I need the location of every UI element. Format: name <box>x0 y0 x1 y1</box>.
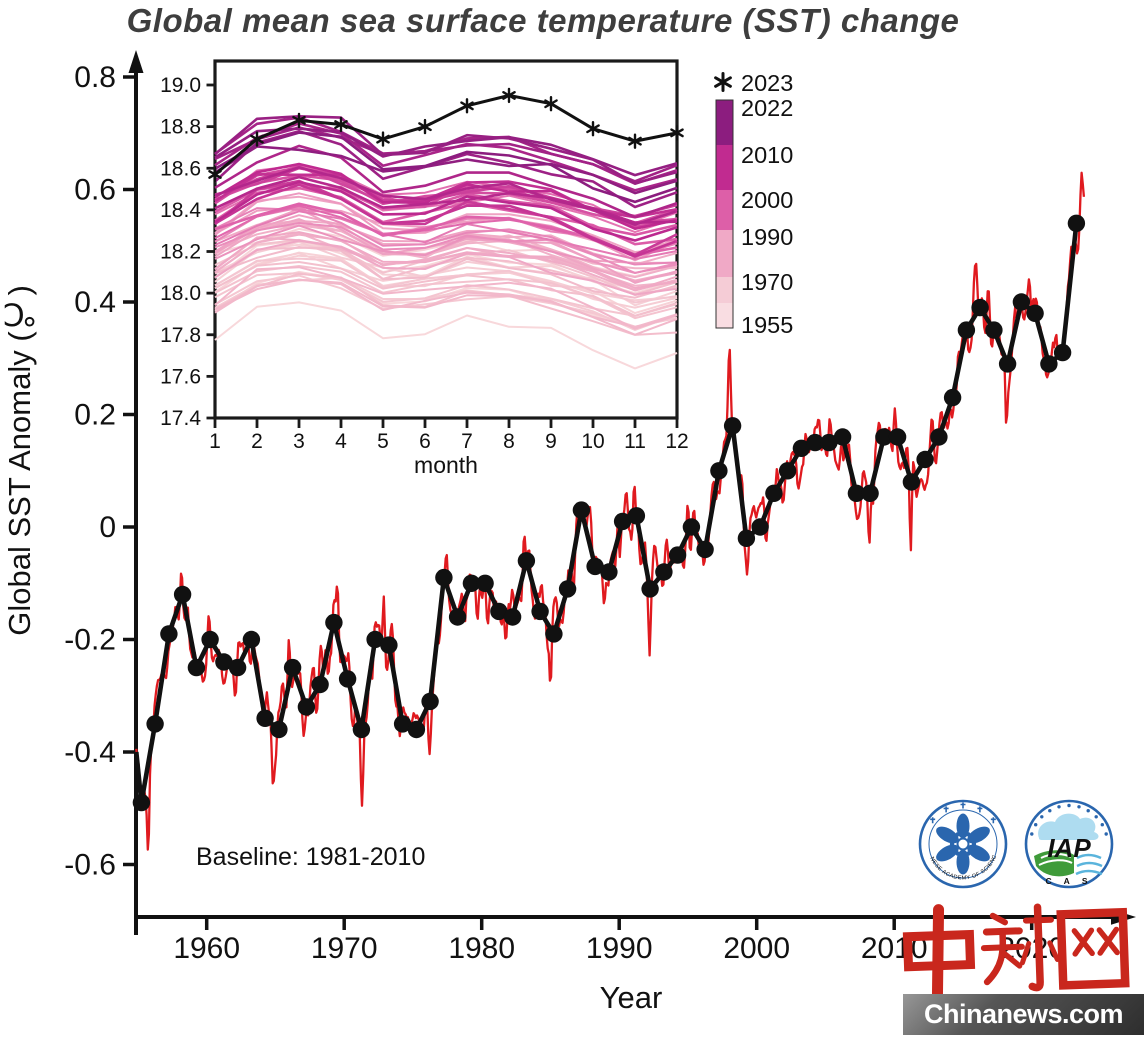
inset-x-axis-label: month <box>414 452 478 478</box>
svg-text:3: 3 <box>293 430 305 453</box>
figure-title: Global mean sea surface temperature (SST… <box>126 2 960 39</box>
svg-text:18.6: 18.6 <box>160 157 201 180</box>
x-axis-label: Year <box>599 980 663 1015</box>
svg-text:1990: 1990 <box>586 932 653 965</box>
svg-text:0.2: 0.2 <box>74 399 116 432</box>
chinanews-banner: Chinanews.com <box>903 994 1144 1035</box>
iap-logo-text: IAP <box>1047 833 1091 863</box>
svg-text:17.8: 17.8 <box>160 324 201 347</box>
cas-top-characters <box>930 802 996 824</box>
svg-text:0.8: 0.8 <box>74 61 116 94</box>
inset-chart: 17.417.617.818.018.218.418.618.819.01 2 3 4… <box>160 59 689 453</box>
cas-logo: CHINESE ACADEMY OF SCIENCES <box>918 799 1008 889</box>
svg-text:1970: 1970 <box>311 932 378 965</box>
svg-text:2000: 2000 <box>741 187 793 213</box>
svg-text:18.4: 18.4 <box>160 199 201 222</box>
svg-text:1: 1 <box>209 430 221 453</box>
iap-top-characters <box>1030 803 1108 836</box>
svg-text:1960: 1960 <box>173 932 240 965</box>
main-chart: 0.8 0.6 0.4 0.2 0 -0.2 -0.4 -0.6 1960 1970 1980 199… <box>64 50 1136 965</box>
svg-text:1980: 1980 <box>448 932 515 965</box>
svg-text:18.0: 18.0 <box>160 282 201 305</box>
svg-text:-0.4: -0.4 <box>64 736 116 769</box>
svg-text:17.6: 17.6 <box>160 365 201 388</box>
svg-text:4: 4 <box>335 430 347 453</box>
svg-text:2023: 2023 <box>741 70 793 96</box>
iap-waves-icon <box>1075 853 1103 876</box>
iap-fields-stripes <box>1038 853 1073 866</box>
svg-text:2010: 2010 <box>741 142 793 168</box>
chinanews-banner-text: Chinanews.com <box>923 999 1124 1029</box>
svg-text:8: 8 <box>503 430 515 453</box>
svg-text:2000: 2000 <box>723 932 790 965</box>
svg-text:17.4: 17.4 <box>160 407 201 430</box>
svg-text:1970: 1970 <box>741 269 793 295</box>
svg-text:9: 9 <box>545 430 557 453</box>
svg-text:-0.6: -0.6 <box>64 849 116 882</box>
cas-logo-inner-ring <box>928 809 998 879</box>
chinanews-watermark-icon <box>902 903 1130 1000</box>
svg-text:6: 6 <box>419 430 431 453</box>
svg-text:0.6: 0.6 <box>74 174 116 207</box>
svg-text:18.2: 18.2 <box>160 241 201 264</box>
svg-text:1955: 1955 <box>741 312 793 338</box>
iap-logo: IAP C A S <box>1024 799 1114 889</box>
svg-text:2022: 2022 <box>741 95 793 121</box>
svg-text:7: 7 <box>461 430 473 453</box>
svg-text:5: 5 <box>377 430 389 453</box>
baseline-annotation: Baseline: 1981-2010 <box>196 843 426 871</box>
iap-logo-cas-text: C A S <box>1045 876 1092 886</box>
y-axis-label: Global SST Anomaly (℃) <box>2 284 37 636</box>
svg-text:18.8: 18.8 <box>160 116 201 139</box>
cas-snowflake-icon <box>936 813 990 875</box>
svg-text:11: 11 <box>624 430 646 453</box>
svg-text:10: 10 <box>581 430 604 453</box>
iap-cloud-icon <box>1038 813 1099 840</box>
svg-text:19.0: 19.0 <box>160 74 201 97</box>
svg-text:0.4: 0.4 <box>74 286 116 319</box>
svg-text:1990: 1990 <box>741 224 793 250</box>
svg-text:-0.2: -0.2 <box>64 624 116 657</box>
svg-text:12: 12 <box>665 430 688 453</box>
svg-text:0: 0 <box>99 511 116 544</box>
svg-text:2: 2 <box>251 430 263 453</box>
